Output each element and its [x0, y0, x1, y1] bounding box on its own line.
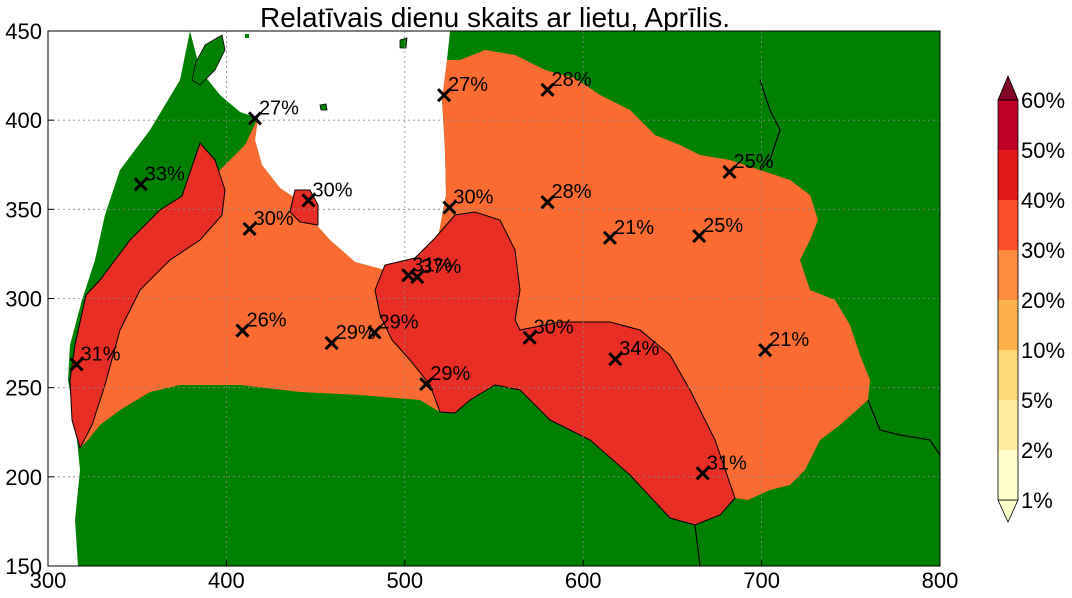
station-marker — [242, 221, 257, 237]
station-marker — [133, 177, 148, 192]
colorbar-label: 20% — [1021, 288, 1065, 313]
colorbar-frame — [997, 99, 1019, 501]
station-marker — [602, 230, 618, 245]
x-tick-label: 700 — [743, 568, 780, 593]
station-marker — [722, 164, 737, 179]
y-tick-label: 300 — [5, 287, 42, 312]
x-tick-label: 400 — [208, 568, 245, 593]
saaremaa-island — [191, 34, 226, 86]
station-marker — [540, 82, 555, 97]
station-marker — [410, 270, 425, 285]
colorbar-segment — [998, 250, 1018, 300]
colorbar-label: 50% — [1021, 138, 1065, 163]
zone-30-40-west — [69, 142, 226, 450]
islet — [245, 34, 249, 38]
y-tick-label: 250 — [5, 376, 42, 401]
map-title: Relatīvais dienu skaits ar lietu, Aprīli… — [260, 2, 730, 33]
station-marker — [695, 466, 710, 481]
colorbar-segment — [998, 300, 1018, 350]
station-label: 33% — [145, 163, 185, 185]
station-label: 30% — [254, 208, 294, 230]
x-tick-label: 600 — [565, 568, 602, 593]
station-marker — [442, 200, 457, 215]
ruhnu-island — [319, 103, 328, 111]
station-label: 27% — [448, 74, 488, 96]
station-label: 34% — [619, 338, 659, 360]
station-marker — [367, 325, 382, 340]
station-label: 21% — [769, 329, 809, 351]
y-tick-label: 200 — [5, 465, 42, 490]
station-label: 21% — [614, 217, 654, 239]
station-label: 29% — [430, 363, 470, 385]
x-tick-label: 800 — [922, 568, 959, 593]
country-border — [694, 79, 941, 567]
station-marker — [301, 193, 316, 208]
station-marker — [436, 88, 452, 103]
station-label: 30% — [312, 179, 352, 201]
y-tick-label: 150 — [5, 554, 42, 579]
axis-ticks: 300 400 500 600 700 800 150 200 250 300 350 400 450 — [5, 19, 958, 593]
station-marker — [692, 229, 707, 244]
y-tick-label: 450 — [5, 19, 42, 44]
station-marker — [419, 377, 434, 392]
colorbar-extend-low — [997, 499, 1019, 523]
colorbar-segment — [998, 350, 1018, 400]
x-tick-label: 500 — [386, 568, 423, 593]
colorbar-label: 10% — [1021, 338, 1065, 363]
station-marker — [69, 357, 84, 372]
stations-layer: 31%33%27%30%30%26%29% 29%31%37%29%27%30%2… — [69, 69, 809, 481]
colorbar-segment — [998, 400, 1018, 450]
station-label: 26% — [246, 310, 286, 332]
station-marker — [522, 330, 537, 345]
colorbar-segment — [998, 200, 1018, 250]
station-marker — [235, 323, 250, 338]
colorbar-label: 1% — [1021, 488, 1053, 513]
station-label: 30% — [453, 187, 493, 209]
colorbar-segment — [998, 100, 1018, 150]
station-label: 31% — [707, 452, 747, 474]
station-label: 28% — [552, 181, 592, 203]
station-label: 25% — [733, 151, 773, 173]
colorbar-segment — [998, 450, 1018, 500]
colorbar-label: 60% — [1021, 88, 1065, 113]
small-island — [399, 37, 408, 49]
y-tick-label: 350 — [5, 197, 42, 222]
station-marker — [247, 111, 263, 126]
station-marker — [540, 195, 555, 210]
station-label: 37% — [421, 256, 461, 278]
colorbar-label: 30% — [1021, 238, 1065, 263]
zone-30-40-central — [374, 211, 736, 526]
y-tick-label: 400 — [5, 108, 42, 133]
colorbar-label: 40% — [1021, 188, 1065, 213]
gulf-of-riga — [190, 31, 450, 270]
station-marker — [758, 343, 773, 358]
station-label: 27% — [259, 97, 299, 119]
station-label: 29% — [336, 322, 376, 344]
station-label: 29% — [378, 311, 418, 333]
station-marker — [324, 336, 339, 351]
grid-lines — [48, 31, 940, 566]
colorbar-label: 2% — [1021, 438, 1053, 463]
station-label: 30% — [534, 317, 574, 339]
colorbar-segment — [998, 150, 1018, 200]
colorbar: 1% 2% 5% 10% 20% 30% 40% 50% 60% — [997, 74, 1065, 523]
station-label: 31% — [81, 343, 121, 365]
baltic-sea — [48, 31, 190, 566]
station-label: 25% — [703, 215, 743, 237]
station-label: 28% — [552, 69, 592, 91]
colorbar-extend-high — [997, 74, 1019, 101]
colorbar-label: 5% — [1021, 388, 1053, 413]
x-tick-label: 300 — [30, 568, 67, 593]
station-marker — [608, 352, 623, 367]
